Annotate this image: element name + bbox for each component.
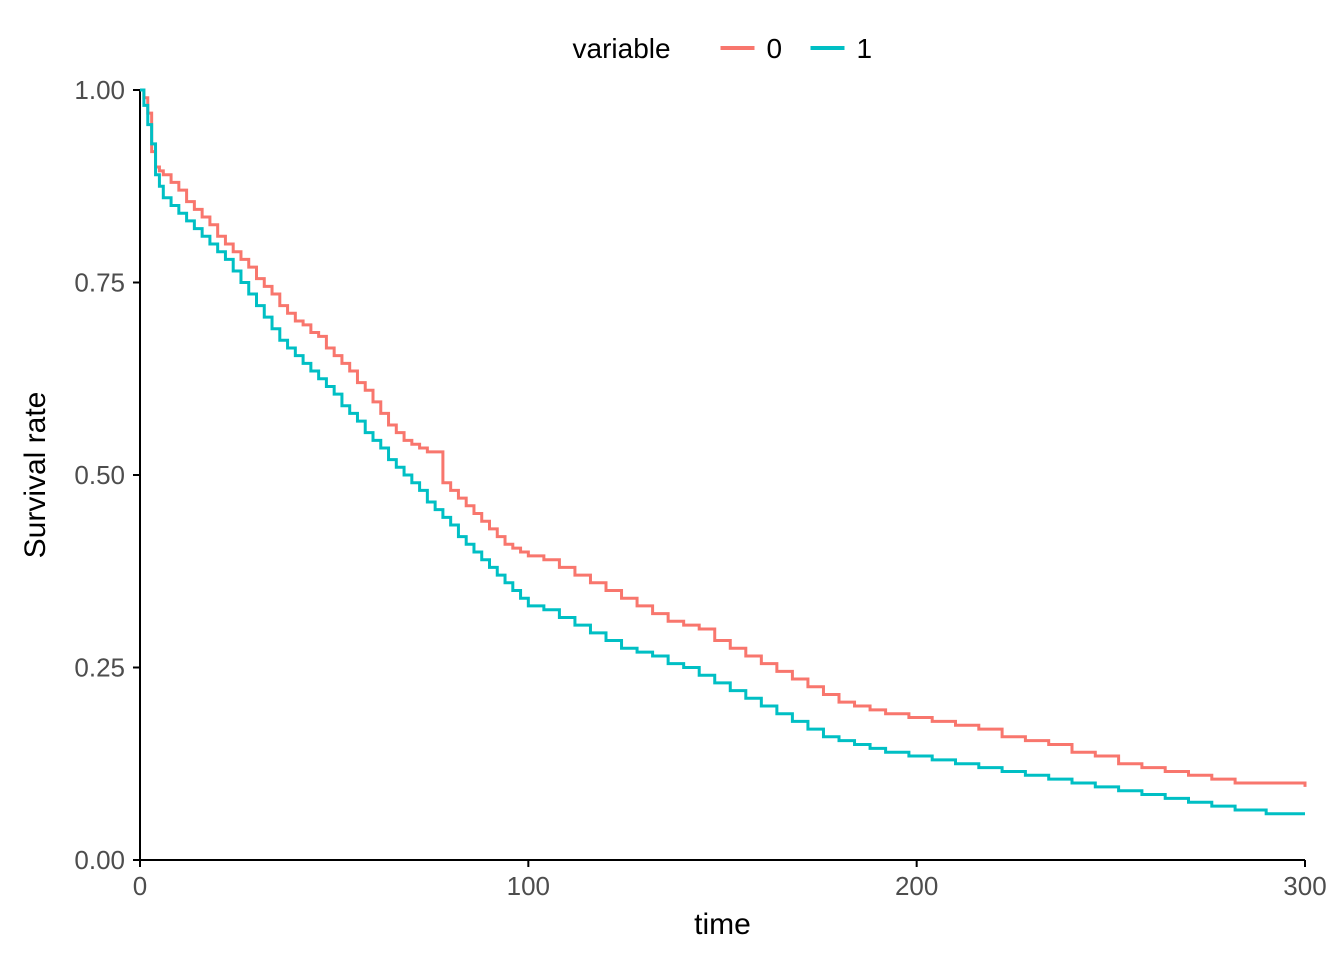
legend-label: 1 — [857, 33, 873, 64]
y-tick-label: 0.00 — [74, 845, 125, 875]
legend-label: 0 — [767, 33, 783, 64]
y-tick-label: 0.50 — [74, 460, 125, 490]
y-tick-label: 0.25 — [74, 653, 125, 683]
y-axis-title: Survival rate — [19, 392, 52, 559]
y-tick-label: 0.75 — [74, 268, 125, 298]
x-axis-title: time — [694, 908, 751, 941]
legend-title: variable — [573, 33, 671, 64]
survival-chart: 0 100 200 300 time 0.00 0.25 0.50 0.75 1.00 Surviv… — [0, 0, 1344, 960]
x-tick-label: 100 — [507, 871, 550, 901]
chart-svg: 0 100 200 300 time 0.00 0.25 0.50 0.75 1.00 Surviv… — [0, 0, 1344, 960]
x-tick-label: 300 — [1283, 871, 1326, 901]
x-tick-label: 0 — [133, 871, 147, 901]
y-tick-label: 1.00 — [74, 75, 125, 105]
chart-bg — [0, 0, 1344, 960]
x-tick-label: 200 — [895, 871, 938, 901]
